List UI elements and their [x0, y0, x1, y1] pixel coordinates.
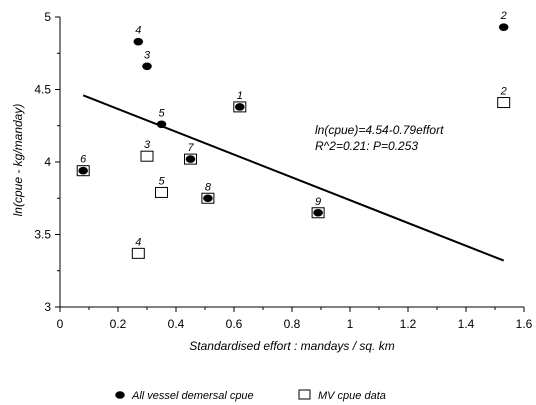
legend-label-mv-cpue: MV cpue data — [318, 390, 386, 402]
legend: All vessel demersal cpue MV cpue data — [115, 389, 386, 402]
demersal-cpue-marker — [203, 194, 213, 203]
demersal-cpue-point-label: 5 — [158, 107, 165, 119]
mv-cpue-marker — [131, 247, 145, 259]
demersal-cpue-point-label: 9 — [315, 196, 321, 208]
demersal-cpue-marker — [313, 208, 323, 217]
regression-equation: ln(cpue)=4.54-0.79effort — [315, 123, 444, 137]
regression-statistics: R^2=0.21: P=0.253 — [315, 139, 418, 153]
x-tick-label: 0 — [57, 317, 64, 331]
x-tick-label: 0.4 — [168, 317, 185, 331]
demersal-cpue-point-label: 3 — [144, 49, 151, 61]
demersal-cpue-marker — [235, 103, 245, 111]
demersal-cpue-marker — [498, 23, 509, 31]
mv-cpue-marker — [155, 186, 168, 198]
x-tick-label: 0.6 — [226, 317, 243, 331]
y-tick-label: 3.5 — [34, 228, 51, 242]
mv-cpue-point-label: 5 — [158, 175, 165, 187]
x-tick-label: 1.6 — [516, 317, 533, 331]
data-markers — [76, 23, 511, 259]
y-tick-label: 5 — [44, 10, 51, 24]
mv-cpue-marker — [497, 97, 511, 109]
regression-line — [82, 94, 505, 262]
x-tick-label: 0.8 — [284, 317, 301, 331]
demersal-cpue-marker — [133, 37, 144, 46]
demersal-cpue-point-label: 8 — [205, 181, 212, 193]
demersal-cpue-point-label: 6 — [80, 154, 87, 166]
demersal-cpue-marker — [156, 120, 167, 129]
demersal-cpue-point-label: 7 — [187, 142, 194, 154]
demersal-cpue-marker — [185, 155, 196, 163]
legend-marker-open-square — [298, 389, 311, 400]
y-tick-label: 4.5 — [34, 83, 51, 97]
x-tick-label: 1.4 — [458, 317, 475, 331]
mv-cpue-point-label: 3 — [144, 139, 151, 151]
y-tick-label: 3 — [44, 300, 51, 314]
y-axis-ticks: 3 3.5 4 4.5 5 — [34, 10, 60, 314]
y-axis-title: ln(cpue - kg/manday) — [11, 104, 25, 217]
demersal-cpue-marker — [78, 166, 88, 175]
x-axis-ticks: 0 0.2 0.4 0.6 0.8 1 1.2 1.4 1.6 — [57, 307, 533, 331]
x-tick-label: 1 — [347, 317, 354, 331]
x-tick-label: 1.2 — [400, 317, 417, 331]
x-axis-title: Standardised effort : mandays / sq. km — [189, 339, 394, 353]
mv-cpue-marker — [140, 150, 154, 162]
axes — [59, 17, 524, 308]
y-tick-label: 4 — [44, 155, 51, 169]
x-tick-label: 0.2 — [110, 317, 127, 331]
legend-marker-filled-circle — [115, 391, 125, 399]
demersal-cpue-point-label: 4 — [135, 25, 141, 37]
demersal-cpue-marker — [142, 62, 152, 71]
legend-label-all-vessel: All vessel demersal cpue — [131, 390, 254, 402]
mv-cpue-point-label: 4 — [135, 236, 141, 248]
mv-cpue-point-label: 2 — [500, 86, 507, 98]
demersal-cpue-point-label: 2 — [500, 10, 507, 22]
demersal-cpue-point-label: 1 — [237, 90, 243, 102]
